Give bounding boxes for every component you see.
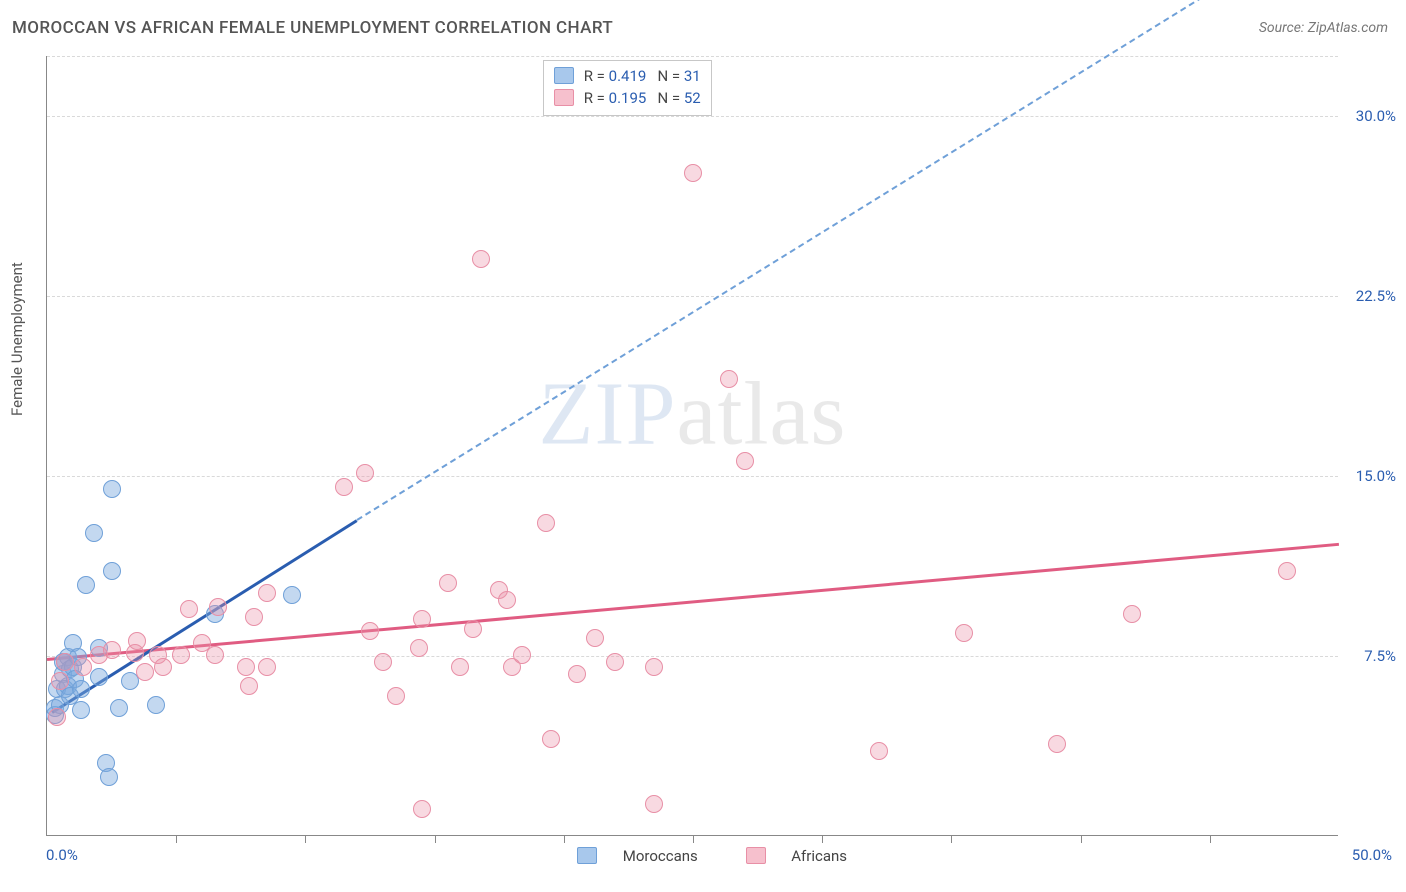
y-tick-label: 30.0% [1356, 107, 1396, 125]
data-point [1278, 562, 1296, 580]
data-point [537, 514, 555, 532]
x-axis-max-label: 50.0% [1352, 846, 1392, 864]
trend-line [357, 0, 1340, 521]
data-point [870, 742, 888, 760]
x-tick [951, 835, 952, 843]
data-point [103, 480, 121, 498]
y-tick-label: 22.5% [1356, 287, 1396, 305]
gridline [47, 296, 1338, 297]
data-point [209, 598, 227, 616]
data-point [1123, 605, 1141, 623]
data-point [206, 646, 224, 664]
legend-item-moroccans: Moroccans [577, 847, 720, 865]
data-point [568, 665, 586, 683]
x-tick [564, 835, 565, 843]
gridline [47, 656, 1338, 657]
data-point [464, 620, 482, 638]
y-axis-label: Female Unemployment [8, 262, 26, 416]
data-point [180, 600, 198, 618]
data-point [410, 639, 428, 657]
series-legend: Moroccans Africans [577, 847, 891, 865]
data-point [51, 672, 69, 690]
data-point [439, 574, 457, 592]
swatch-pink-icon [554, 89, 574, 106]
data-point [413, 610, 431, 628]
data-point [90, 668, 108, 686]
data-point [374, 653, 392, 671]
data-point [237, 658, 255, 676]
gridline [47, 116, 1338, 117]
data-point [56, 653, 74, 671]
data-point [72, 701, 90, 719]
n-value: 31 [684, 67, 701, 85]
data-point [100, 768, 118, 786]
x-tick [305, 835, 306, 843]
data-point [387, 687, 405, 705]
data-point [542, 730, 560, 748]
data-point [128, 632, 146, 650]
data-point [720, 370, 738, 388]
data-point [736, 452, 754, 470]
data-point [258, 584, 276, 602]
data-point [258, 658, 276, 676]
data-point [1048, 735, 1066, 753]
chart-title: MOROCCAN VS AFRICAN FEMALE UNEMPLOYMENT … [12, 18, 613, 38]
data-point [684, 164, 702, 182]
data-point [154, 658, 172, 676]
data-point [136, 663, 154, 681]
x-tick [822, 835, 823, 843]
data-point [361, 622, 379, 640]
legend-row-moroccans: R = 0.419 N = 31 [554, 65, 701, 87]
data-point [283, 586, 301, 604]
legend-row-africans: R = 0.195 N = 52 [554, 87, 701, 109]
data-point [74, 658, 92, 676]
data-point [103, 641, 121, 659]
x-tick [176, 835, 177, 843]
data-point [72, 680, 90, 698]
gridline [47, 56, 1338, 57]
data-point [513, 646, 531, 664]
data-point [645, 795, 663, 813]
data-point [498, 591, 516, 609]
swatch-pink-icon [746, 847, 766, 864]
data-point [451, 658, 469, 676]
swatch-blue-icon [577, 847, 597, 864]
x-tick [1081, 835, 1082, 843]
r-value: 0.419 [609, 67, 647, 85]
data-point [48, 708, 66, 726]
data-point [606, 653, 624, 671]
data-point [110, 699, 128, 717]
x-tick [1210, 835, 1211, 843]
source-label: Source: ZipAtlas.com [1259, 20, 1388, 36]
scatter-plot: ZIPatlas R = 0.419 N = 31 R = 0.195 N = … [46, 56, 1338, 836]
stats-legend: R = 0.419 N = 31 R = 0.195 N = 52 [543, 60, 712, 116]
x-axis-min-label: 0.0% [46, 846, 78, 864]
data-point [955, 624, 973, 642]
data-point [586, 629, 604, 647]
data-point [335, 478, 353, 496]
data-point [645, 658, 663, 676]
swatch-blue-icon [554, 67, 574, 84]
data-point [77, 576, 95, 594]
legend-item-africans: Africans [746, 847, 870, 865]
r-value: 0.195 [609, 89, 647, 107]
data-point [240, 677, 258, 695]
data-point [413, 800, 431, 818]
data-point [472, 250, 490, 268]
data-point [85, 524, 103, 542]
y-tick-label: 15.0% [1356, 467, 1396, 485]
y-tick-label: 7.5% [1364, 647, 1396, 665]
data-point [103, 562, 121, 580]
trend-line [47, 543, 1339, 661]
n-value: 52 [684, 89, 701, 107]
x-tick [435, 835, 436, 843]
data-point [147, 696, 165, 714]
x-tick [693, 835, 694, 843]
data-point [245, 608, 263, 626]
data-point [356, 464, 374, 482]
gridline [47, 476, 1338, 477]
data-point [172, 646, 190, 664]
